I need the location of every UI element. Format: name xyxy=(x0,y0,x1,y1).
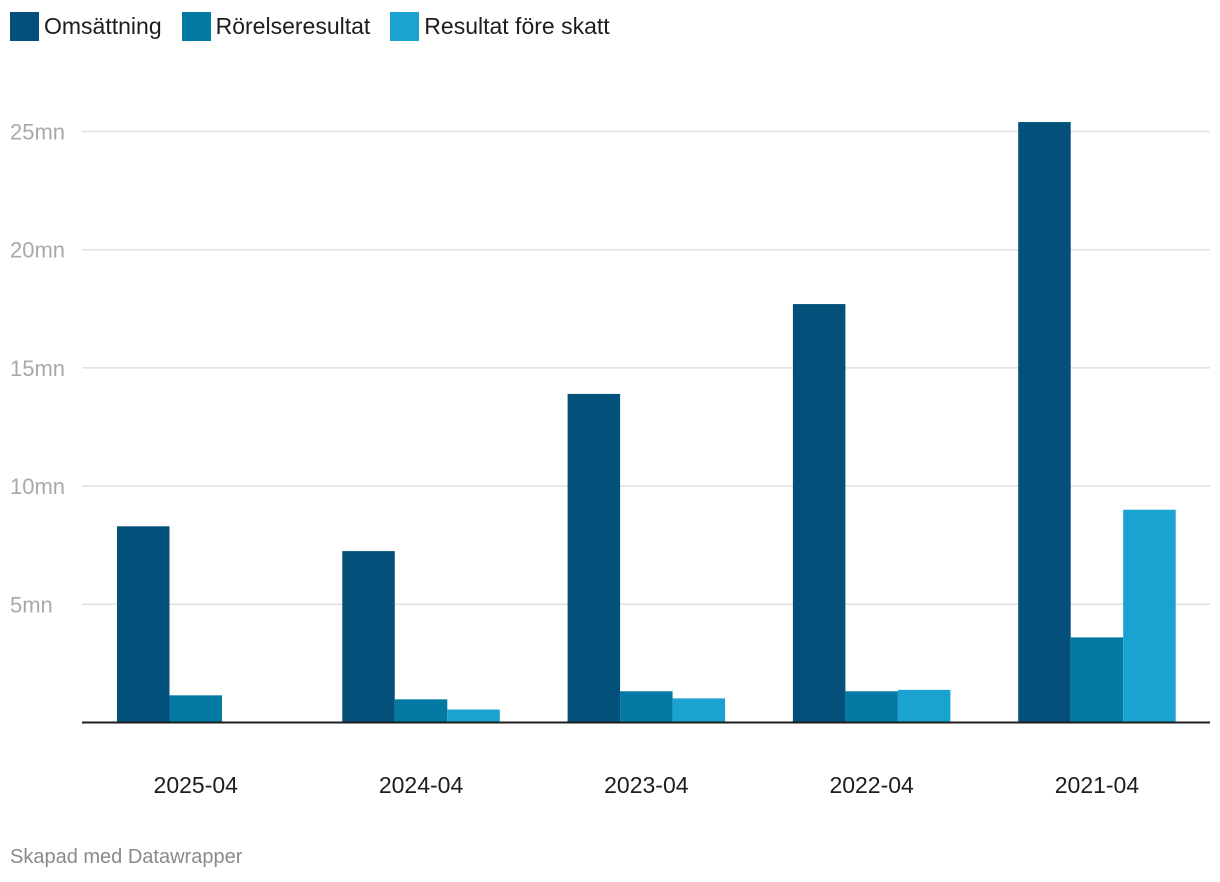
bar-2021-04-1 xyxy=(1070,637,1124,723)
y-tick-label: 10mn xyxy=(10,474,65,499)
y-tick-label: 5mn xyxy=(10,592,53,617)
x-tick-label: 2022-04 xyxy=(829,772,914,798)
legend-label-omsattning: Omsättning xyxy=(44,13,162,39)
x-tick-label: 2024-04 xyxy=(379,772,464,798)
bar-2021-04-2 xyxy=(1123,509,1176,723)
y-tick-label: 25mn xyxy=(10,120,65,145)
bar-2024-04-2 xyxy=(447,709,500,723)
legend-item-resultat-fore-skatt: Resultat före skatt xyxy=(390,12,610,41)
legend-swatch-rorelseresultat xyxy=(181,12,211,41)
chart-legend: Omsättning Rörelseresultat Resultat före… xyxy=(10,12,630,41)
y-tick-label: 20mn xyxy=(10,238,65,263)
bar-2022-04-2 xyxy=(897,689,951,723)
bar-2025-04-1 xyxy=(169,695,222,723)
x-tick-label: 2023-04 xyxy=(604,772,689,798)
legend-item-omsattning: Omsättning xyxy=(10,12,162,41)
legend-label-resultat-fore-skatt: Resultat före skatt xyxy=(424,13,610,39)
y-tick-label: 15mn xyxy=(10,356,65,381)
bar-2023-04-2 xyxy=(672,698,726,723)
legend-swatch-omsattning xyxy=(10,12,39,41)
bars xyxy=(117,122,1176,723)
bar-2023-04-1 xyxy=(620,691,673,723)
bar-2024-04-0 xyxy=(342,551,395,723)
x-tick-label: 2025-04 xyxy=(154,772,239,798)
legend-swatch-resultat-fore-skatt xyxy=(390,12,420,41)
legend-label-rorelseresultat: Rörelseresultat xyxy=(215,13,371,39)
bar-2021-04-0 xyxy=(1018,122,1071,723)
bar-2023-04-0 xyxy=(567,393,621,723)
datawrapper-credit: Skapad med Datawrapper xyxy=(10,846,243,868)
x-axis-tick-labels: 2025-04 2024-04 2023-04 2022-04 2021-04 xyxy=(154,772,1140,798)
bar-2022-04-0 xyxy=(792,304,846,723)
bar-2024-04-1 xyxy=(394,699,448,723)
y-axis-tick-labels: 5mn 10mn 15mn 20mn 25mn xyxy=(10,120,65,618)
x-tick-label: 2021-04 xyxy=(1055,772,1140,798)
bar-2025-04-0 xyxy=(117,526,170,723)
legend-item-rorelseresultat: Rörelseresultat xyxy=(181,12,371,41)
bar-2022-04-1 xyxy=(845,691,898,723)
